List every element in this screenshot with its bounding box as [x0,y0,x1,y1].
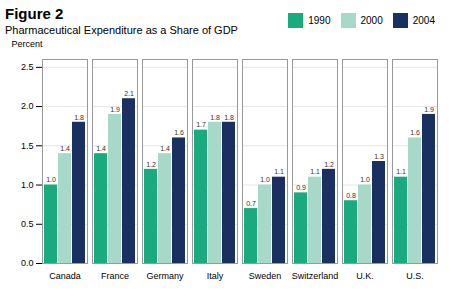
svg-text:1.0: 1.0 [360,176,370,183]
svg-text:1.2: 1.2 [146,161,156,168]
svg-text:Germany: Germany [146,271,184,281]
svg-text:1.4: 1.4 [96,145,106,152]
html-text:1990: 1990 [308,15,331,26]
html-text:Figure 2: Figure 2 [5,5,64,22]
svg-text:1.4: 1.4 [60,145,70,152]
svg-text:1.1: 1.1 [274,168,284,175]
svg-text:1.8: 1.8 [210,114,220,121]
svg-text:France: France [101,271,129,281]
svg-text:U.S.: U.S. [406,271,424,281]
svg-text:1.6: 1.6 [174,129,184,136]
svg-text:1.0: 1.0 [21,180,34,190]
svg-text:2.1: 2.1 [124,90,134,97]
svg-text:0.8: 0.8 [346,192,356,199]
svg-text:1.7: 1.7 [196,121,206,128]
svg-text:0.7: 0.7 [246,200,256,207]
svg-text:0.0: 0.0 [21,258,34,268]
svg-text:Percent: Percent [12,39,44,49]
svg-text:1.1: 1.1 [310,168,320,175]
svg-text:1.8: 1.8 [74,114,84,121]
svg-text:0.5: 0.5 [21,219,34,229]
svg-text:2.0: 2.0 [21,101,34,111]
svg-text:2.5: 2.5 [21,62,34,72]
svg-text:1.4: 1.4 [160,145,170,152]
html-text:2000: 2000 [360,15,383,26]
svg-text:1.6: 1.6 [410,129,420,136]
svg-text:1.0: 1.0 [260,176,270,183]
svg-text:0.9: 0.9 [296,184,306,191]
svg-text:1.3: 1.3 [374,153,384,160]
svg-text:Italy: Italy [207,271,224,281]
svg-text:1.0: 1.0 [46,176,56,183]
svg-text:U.K.: U.K. [356,271,374,281]
svg-text:1.5: 1.5 [21,141,34,151]
svg-text:1.9: 1.9 [110,106,120,113]
svg-text:1.2: 1.2 [324,161,334,168]
svg-text:Canada: Canada [49,271,81,281]
svg-text:1.9: 1.9 [424,106,434,113]
svg-text:1.1: 1.1 [396,168,406,175]
svg-text:1.8: 1.8 [224,114,234,121]
html-text:2004: 2004 [412,15,435,26]
html-text:Pharmaceutical Expenditure as: Pharmaceutical Expenditure as a Share of… [5,24,238,36]
svg-text:Switzerland: Switzerland [292,271,339,281]
svg-text:Sweden: Sweden [249,271,282,281]
